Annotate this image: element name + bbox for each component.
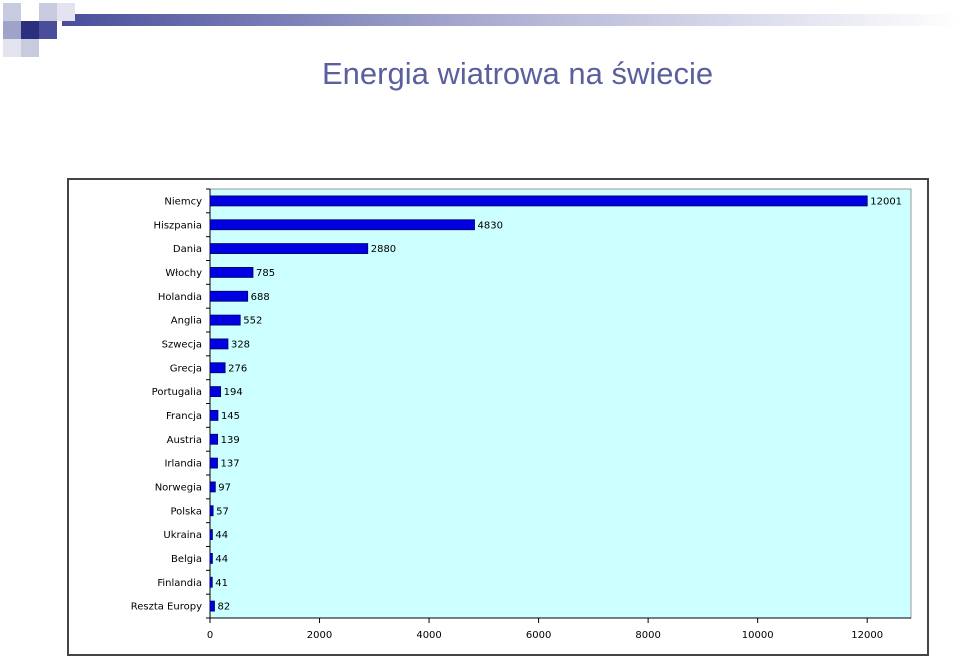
category-label: Anglia — [171, 316, 202, 327]
plot-area — [209, 188, 912, 619]
category-label: Austria — [167, 435, 202, 446]
value-label: 12001 — [870, 196, 902, 207]
value-label: 137 — [221, 459, 240, 470]
category-label: Finlandia — [157, 578, 202, 589]
category-label: Belgia — [171, 554, 202, 565]
category-label: Szwecja — [162, 339, 202, 350]
bar — [209, 314, 241, 326]
x-tick-label: 4000 — [416, 630, 441, 641]
x-tick-label: 0 — [207, 630, 213, 641]
bar — [209, 219, 475, 231]
x-tick-label: 2000 — [307, 630, 332, 641]
bar — [209, 433, 219, 445]
x-tick-label: 10000 — [742, 630, 774, 641]
category-label: Polska — [170, 506, 202, 517]
bar — [209, 600, 215, 612]
bar — [209, 195, 868, 207]
slide-title: Energia wiatrowa na świecie — [322, 56, 714, 91]
bar — [209, 505, 214, 517]
value-label: 145 — [221, 411, 240, 422]
category-label: Francja — [166, 411, 202, 422]
category-label: Norwegia — [155, 482, 202, 493]
value-label: 328 — [231, 339, 250, 350]
bar — [209, 553, 213, 564]
value-label: 44 — [215, 530, 228, 541]
category-label: Hiszpania — [154, 220, 202, 231]
value-label: 4830 — [478, 220, 503, 231]
value-label: 57 — [216, 506, 229, 517]
bar — [209, 290, 249, 302]
value-label: 2880 — [371, 244, 396, 255]
chart-frame: Niemcy 12001 Hiszpania 4830 Dania 2880 Włochy 7… — [67, 178, 929, 656]
value-label: 44 — [215, 554, 228, 565]
bar — [209, 362, 226, 374]
value-label: 41 — [215, 578, 228, 589]
category-label: Holandia — [158, 292, 202, 303]
bar — [209, 410, 219, 421]
value-label: 552 — [243, 316, 262, 327]
value-label: 276 — [228, 363, 247, 374]
x-tick-label: 12000 — [851, 630, 883, 641]
bar — [209, 529, 213, 540]
value-label: 785 — [256, 268, 275, 279]
value-label: 688 — [251, 292, 270, 303]
bar — [209, 481, 216, 493]
category-label: Włochy — [165, 268, 202, 279]
slide-decoration — [3, 3, 960, 57]
x-tick-label: 8000 — [635, 630, 660, 641]
category-label: Niemcy — [164, 196, 202, 207]
value-label: 139 — [221, 435, 240, 446]
category-label: Portugalia — [152, 387, 202, 398]
value-label: 82 — [217, 602, 230, 613]
category-label: Ukraina — [163, 530, 202, 541]
bar — [209, 576, 213, 588]
value-label: 97 — [218, 482, 231, 493]
category-label: Grecja — [170, 363, 202, 374]
x-tick-label: 6000 — [526, 630, 551, 641]
bar — [209, 386, 222, 397]
category-label: Irlandia — [164, 459, 202, 470]
bar — [209, 243, 369, 254]
category-label: Reszta Europy — [131, 602, 202, 613]
bar — [209, 457, 218, 469]
category-label: Dania — [173, 244, 202, 255]
bar-chart: Niemcy 12001 Hiszpania 4830 Dania 2880 Włochy 7… — [131, 188, 912, 641]
bar — [209, 338, 229, 350]
bar — [209, 267, 254, 278]
value-label: 194 — [224, 387, 243, 398]
